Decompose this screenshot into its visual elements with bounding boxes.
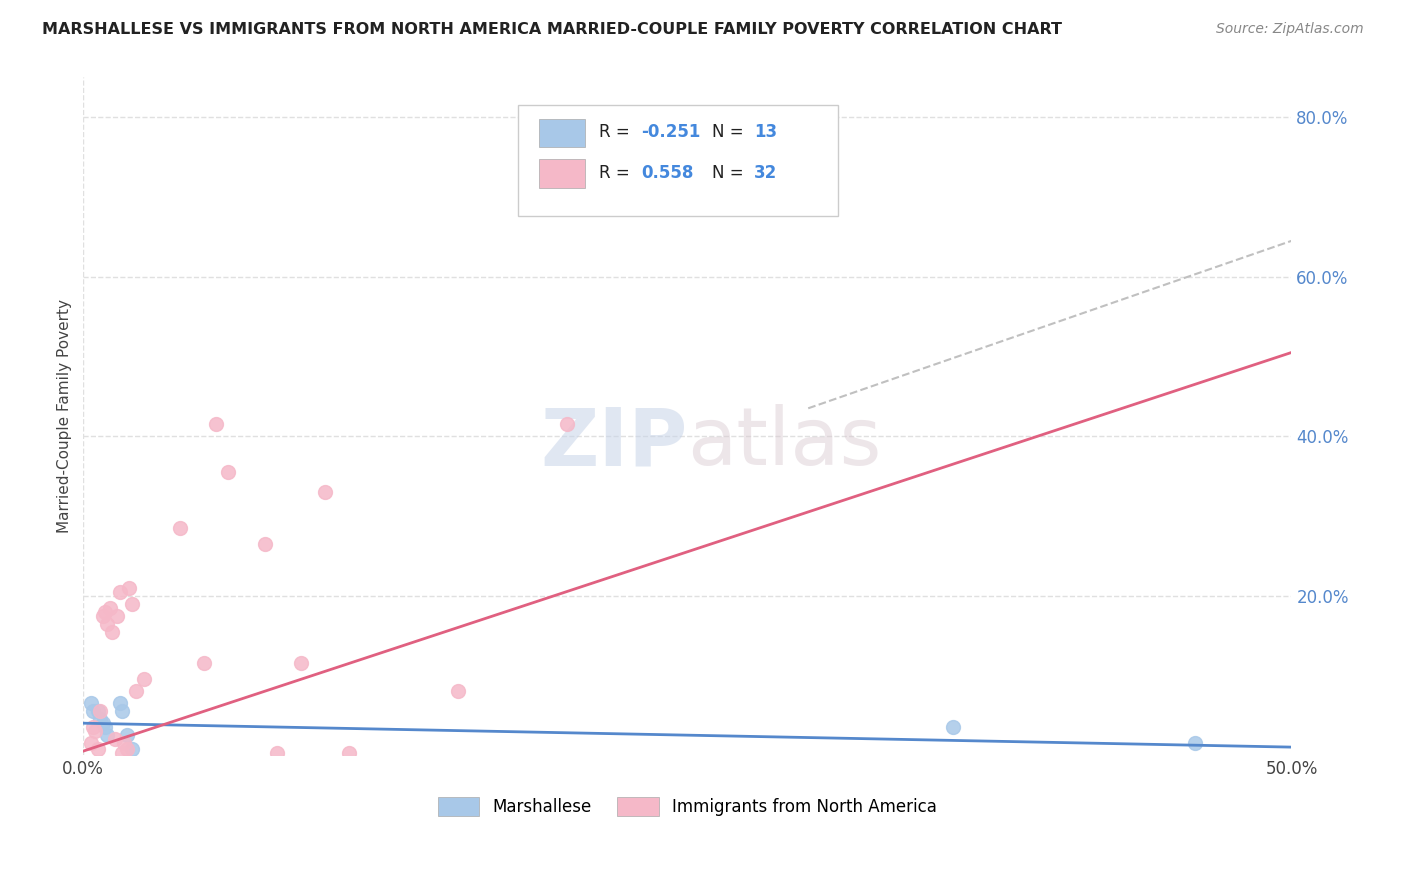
Text: MARSHALLESE VS IMMIGRANTS FROM NORTH AMERICA MARRIED-COUPLE FAMILY POVERTY CORRE: MARSHALLESE VS IMMIGRANTS FROM NORTH AME… <box>42 22 1062 37</box>
Point <box>79 696 101 710</box>
Text: ZIP: ZIP <box>540 404 688 483</box>
Point <box>193 657 215 671</box>
Point <box>101 624 124 639</box>
Point <box>111 704 134 718</box>
Point <box>121 741 143 756</box>
Point <box>82 720 104 734</box>
Point <box>125 684 148 698</box>
Point <box>118 581 141 595</box>
Point <box>115 741 138 756</box>
Point <box>79 736 101 750</box>
Point <box>84 724 107 739</box>
Point <box>108 584 131 599</box>
Point <box>447 684 470 698</box>
Point <box>290 657 312 671</box>
Point <box>89 712 111 726</box>
Text: Source: ZipAtlas.com: Source: ZipAtlas.com <box>1216 22 1364 37</box>
Point <box>121 597 143 611</box>
Point <box>314 485 336 500</box>
Point <box>96 728 118 742</box>
Legend: Marshallese, Immigrants from North America: Marshallese, Immigrants from North Ameri… <box>432 790 943 823</box>
Point <box>87 704 110 718</box>
Point <box>942 720 965 734</box>
Text: 0.558: 0.558 <box>641 164 693 182</box>
Text: atlas: atlas <box>688 404 882 483</box>
Point <box>87 741 110 756</box>
FancyBboxPatch shape <box>519 104 838 217</box>
Point <box>111 746 134 760</box>
Text: R =: R = <box>599 123 636 141</box>
Point <box>108 696 131 710</box>
Point <box>104 732 127 747</box>
Point <box>217 465 239 479</box>
Bar <box>538 160 585 188</box>
Point <box>98 600 121 615</box>
Point <box>112 736 135 750</box>
Point <box>115 728 138 742</box>
Text: 13: 13 <box>754 123 778 141</box>
Text: N =: N = <box>711 164 748 182</box>
Point <box>169 521 191 535</box>
Point <box>205 417 228 432</box>
Bar <box>538 119 585 147</box>
Point <box>96 616 118 631</box>
Point <box>253 537 276 551</box>
Point <box>94 605 117 619</box>
Text: R =: R = <box>599 164 636 182</box>
Text: -0.251: -0.251 <box>641 123 700 141</box>
Point <box>82 704 104 718</box>
Text: N =: N = <box>711 123 748 141</box>
Point <box>94 720 117 734</box>
Point <box>89 704 111 718</box>
Point <box>132 673 155 687</box>
Y-axis label: Married-Couple Family Poverty: Married-Couple Family Poverty <box>58 299 72 533</box>
Point <box>337 746 360 760</box>
Point <box>555 417 578 432</box>
Point <box>579 162 602 177</box>
Point <box>91 716 114 731</box>
Point <box>1184 736 1206 750</box>
Point <box>266 746 288 760</box>
Point <box>105 608 128 623</box>
Text: 32: 32 <box>754 164 778 182</box>
Point <box>91 608 114 623</box>
